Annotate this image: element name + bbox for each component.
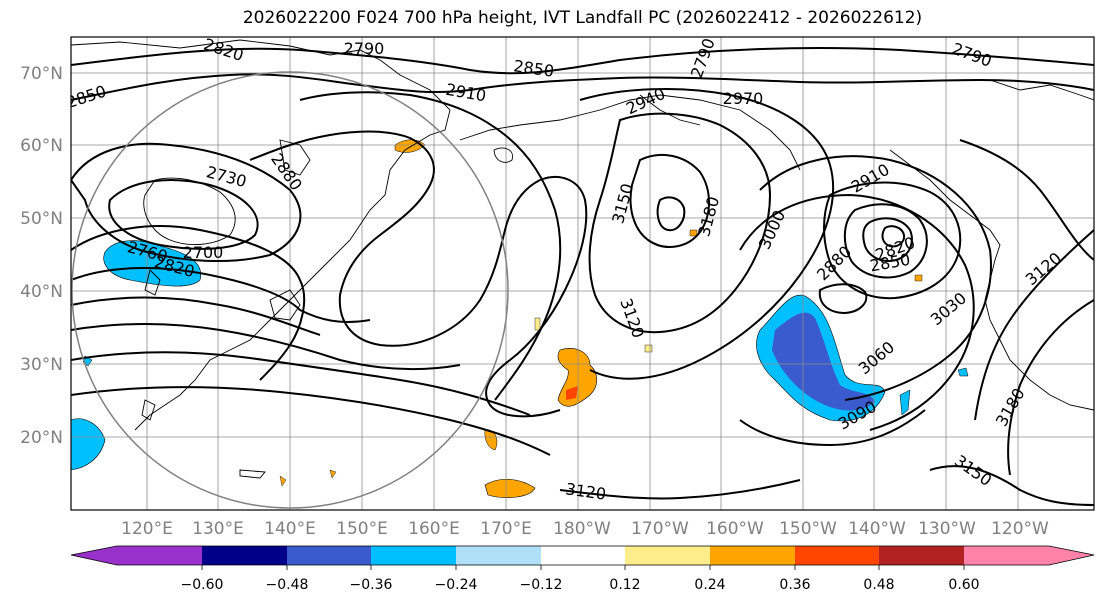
lon-label: 120°E — [121, 519, 173, 539]
lon-label: 130°E — [192, 519, 244, 539]
lon-label: 160°W — [706, 519, 764, 539]
colorbar: −0.60 −0.48 −0.36 −0.24 −0.12 0.12 0.24 … — [70, 545, 1095, 593]
map-frame — [70, 36, 1095, 511]
lon-label: 150°E — [336, 519, 388, 539]
lon-label: 140°E — [264, 519, 316, 539]
colorbar-tick: 0.60 — [948, 577, 979, 593]
colorbar-tick: 0.12 — [609, 577, 640, 593]
ivt-positive-small-2 — [644, 344, 653, 353]
colorbar-segment — [879, 546, 964, 565]
colorbar-segment — [456, 546, 541, 565]
ivt-negative-core — [772, 312, 875, 411]
lat-label: 50°N — [20, 209, 63, 229]
colorbar-segment — [117, 546, 202, 565]
longitude-labels: 120°E 130°E 140°E 150°E 160°E 170°E 180°… — [121, 519, 1049, 539]
lon-label: 130°W — [918, 519, 976, 539]
colorbar-tick: 0.24 — [694, 577, 725, 593]
colorbar-extend-high — [1049, 546, 1094, 565]
map-title: 2026022200 F024 700 hPa height, IVT Land… — [242, 8, 923, 28]
contour-label: 2700 — [183, 243, 224, 262]
colorbar-tick: 0.36 — [779, 577, 810, 593]
colorbar-tick: −0.24 — [435, 577, 478, 593]
ivt-shading — [71, 139, 969, 498]
lat-label: 60°N — [20, 136, 63, 156]
colorbar-segment — [710, 546, 795, 565]
colorbar-segment — [371, 546, 456, 565]
lat-label: 20°N — [20, 428, 63, 448]
ivt-positive-small-1 — [534, 317, 541, 331]
lon-label: 120°W — [991, 519, 1049, 539]
lon-label: 150°W — [779, 519, 837, 539]
colorbar-tick: 0.48 — [863, 577, 894, 593]
lat-label: 40°N — [20, 282, 63, 302]
colorbar-segment — [541, 546, 625, 565]
ivt-positive-small-6 — [329, 469, 337, 479]
lon-label: 160°E — [408, 519, 460, 539]
ivt-positive-core-hawaii — [566, 386, 578, 400]
ivt-negative-small-east — [899, 389, 911, 416]
gridlines — [71, 37, 1094, 510]
colorbar-segment — [795, 546, 879, 565]
latitude-labels: 70°N 60°N 50°N 40°N 30°N 20°N — [20, 64, 63, 448]
ivt-negative-area-southwest — [71, 418, 106, 471]
lon-label: 170°W — [631, 519, 689, 539]
range-ring — [71, 71, 509, 509]
lon-label: 170°E — [480, 519, 532, 539]
contour-label: 2790 — [344, 39, 385, 58]
colorbar-tick: −0.48 — [266, 577, 309, 593]
colorbar-segment — [287, 546, 371, 565]
colorbar-segment — [202, 546, 287, 565]
contour-label: 2970 — [723, 89, 764, 108]
colorbar-extend-low — [71, 546, 117, 565]
height-contours — [71, 47, 1094, 506]
lat-label: 70°N — [20, 64, 63, 84]
lon-label: 140°W — [848, 519, 906, 539]
ivt-positive-small-4 — [914, 274, 923, 282]
colorbar-tick: −0.36 — [350, 577, 393, 593]
lat-label: 30°N — [20, 355, 63, 375]
colorbar-segment — [964, 546, 1049, 565]
ivt-positive-small-5 — [279, 475, 287, 487]
ivt-positive-area-south — [484, 479, 536, 498]
colorbar-segment — [625, 546, 710, 565]
colorbar-tick: −0.12 — [520, 577, 563, 593]
coastlines — [71, 39, 1094, 479]
lon-label: 180°W — [553, 519, 611, 539]
colorbar-tick: −0.60 — [181, 577, 224, 593]
map-panel — [71, 37, 1094, 510]
ivt-negative-small-california — [957, 367, 969, 377]
